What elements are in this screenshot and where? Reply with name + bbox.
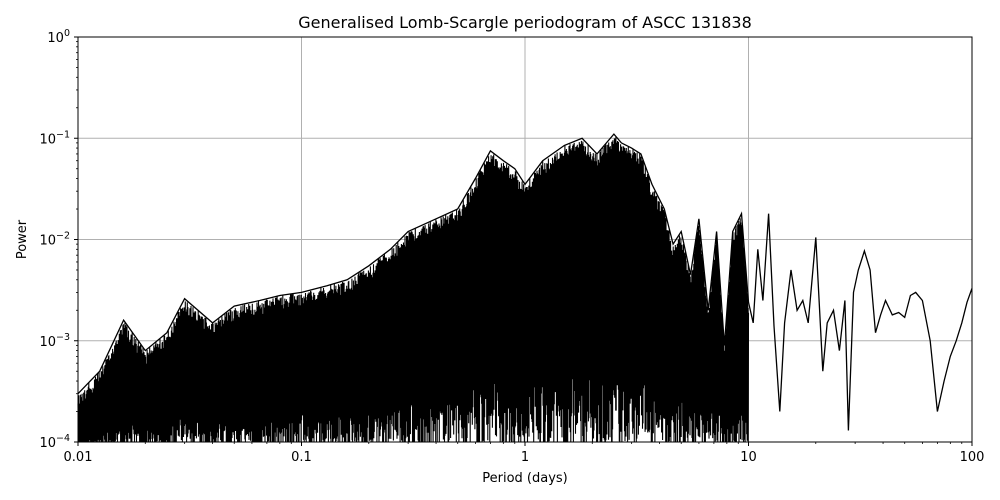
- x-tick-label: 0.1: [291, 450, 312, 465]
- x-tick-label: 0.01: [64, 450, 93, 465]
- x-tick-label: 100: [960, 450, 985, 465]
- x-tick-label: 10: [740, 450, 757, 465]
- y-tick-label: 10−1: [39, 129, 70, 147]
- y-tick-label: 10−4: [39, 433, 70, 451]
- chart-title: Generalised Lomb-Scargle periodogram of …: [298, 13, 752, 32]
- x-axis-title: Period (days): [482, 471, 568, 486]
- y-axis-title: Power: [15, 219, 30, 259]
- series-layer: [77, 133, 973, 443]
- axis-ticks: 0.01 0.1 1 10 100 10−4 10−3 10−2 10−1 100: [39, 28, 984, 465]
- y-tick-label: 100: [47, 28, 70, 46]
- y-tick-label: 10−2: [39, 231, 70, 249]
- periodogram-trace: [77, 133, 973, 431]
- x-tick-label: 1: [521, 450, 529, 465]
- periodogram-noise-trace: [77, 136, 750, 443]
- y-tick-label: 10−3: [39, 332, 70, 350]
